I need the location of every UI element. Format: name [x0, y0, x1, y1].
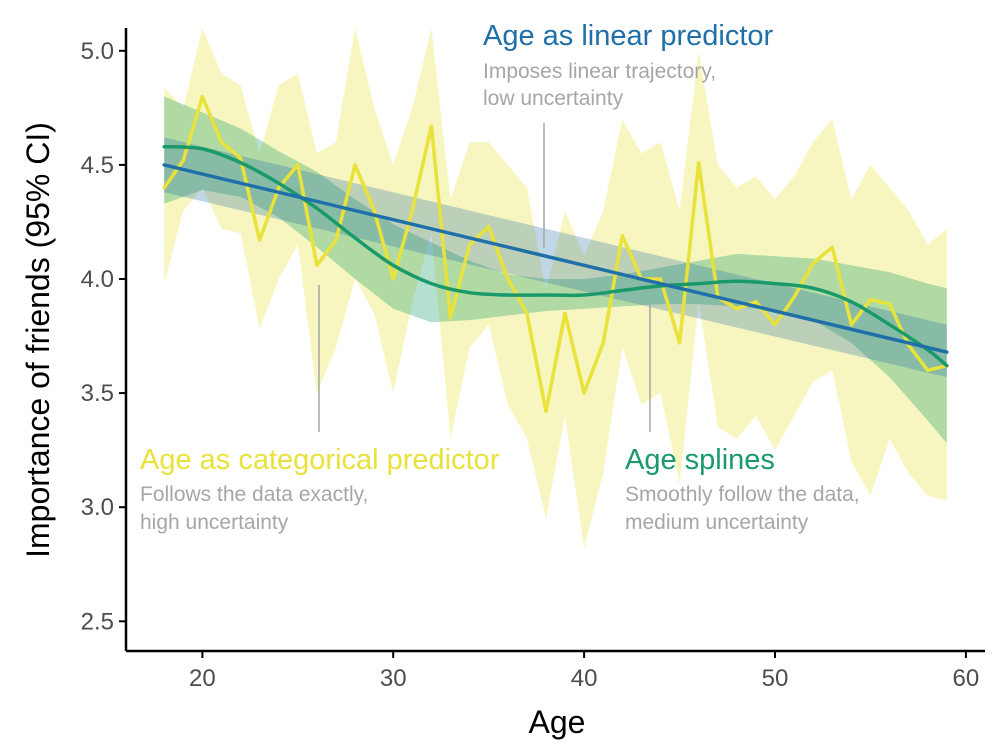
- y-tick-label: 2.5: [81, 608, 114, 635]
- series-line-linear: [162, 163, 949, 354]
- x-tick-label: 50: [762, 665, 789, 692]
- y-tick-label: 4.5: [81, 152, 114, 179]
- y-axis-title: Importance of friends (95% CI): [20, 122, 56, 558]
- annotation-splines-subtitle-line2: medium uncertainty: [625, 511, 809, 534]
- annotation-linear: Age as linear predictor Imposes linear t…: [483, 20, 773, 110]
- annotation-linear-title: Age as linear predictor: [483, 20, 773, 52]
- annotation-categorical-subtitle-line1: Follows the data exactly,: [140, 483, 368, 506]
- x-tick-label: 30: [380, 665, 407, 692]
- annotation-splines-title: Age splines: [625, 444, 775, 476]
- annotation-categorical-title: Age as categorical predictor: [140, 444, 500, 476]
- annotation-linear-subtitle-line1: Imposes linear trajectory,: [483, 60, 716, 83]
- y-tick-label: 5.0: [81, 38, 114, 65]
- annotation-categorical-subtitle-line2: high uncertainty: [140, 511, 289, 534]
- ci-band-categorical: [164, 28, 947, 549]
- y-ticks: 2.5 3.0 3.5 4.0 4.5 5.0: [81, 38, 126, 635]
- series-line-categorical: [162, 94, 949, 414]
- y-tick-label: 3.5: [81, 380, 114, 407]
- annotation-splines: Age splines Smoothly follow the data, me…: [625, 444, 860, 534]
- ci-band-splines: [164, 96, 947, 444]
- y-tick-label: 4.0: [81, 266, 114, 293]
- x-tick-label: 60: [953, 665, 980, 692]
- x-tick-label: 20: [189, 665, 216, 692]
- annotation-leaders: [318, 123, 651, 432]
- y-tick-label: 3.0: [81, 494, 114, 521]
- x-ticks: 20 30 40 50 60: [189, 651, 979, 692]
- series-lines: [162, 94, 949, 414]
- annotation-splines-subtitle-line1: Smoothly follow the data,: [625, 483, 860, 506]
- annotation-linear-subtitle-line2: low uncertainty: [483, 87, 624, 110]
- x-tick-label: 40: [571, 665, 598, 692]
- annotation-categorical: Age as categorical predictor Follows the…: [140, 444, 500, 534]
- x-axis-title: Age: [529, 704, 586, 740]
